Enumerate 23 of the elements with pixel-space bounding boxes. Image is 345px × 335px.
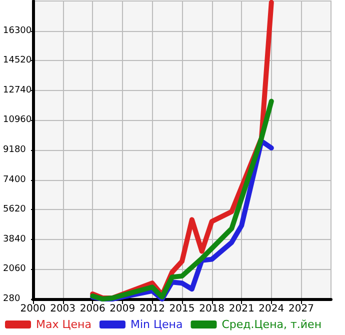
y-tick-label: 14520 bbox=[3, 56, 32, 66]
x-tick-label: 2009 bbox=[110, 304, 136, 314]
x-tick-label: 2021 bbox=[228, 304, 254, 314]
y-tick-label: 9180 bbox=[3, 145, 26, 155]
y-tick-label: 2060 bbox=[3, 264, 26, 274]
y-tick-label: 7400 bbox=[3, 174, 26, 185]
legend-label: Min Цена bbox=[130, 318, 183, 331]
x-tick-label: 2012 bbox=[139, 304, 165, 314]
y-tick-label: 3840 bbox=[3, 234, 26, 244]
y-tick-label: 280 bbox=[3, 294, 20, 304]
x-tick-label: 2018 bbox=[199, 304, 225, 314]
y-tick-label: 16300 bbox=[3, 26, 32, 36]
x-tick-label: 2003 bbox=[50, 304, 76, 314]
x-tick-label: 2024 bbox=[258, 304, 284, 314]
x-tick-label: 2006 bbox=[80, 304, 106, 314]
x-tick-label: 2000 bbox=[20, 304, 46, 314]
x-tick-label: 2015 bbox=[169, 304, 195, 314]
y-tick-label: 5620 bbox=[3, 204, 26, 215]
x-tick-label: 2027 bbox=[288, 304, 314, 314]
legend-label: Max Цена bbox=[36, 318, 92, 331]
legend-label: Сред.Цена, т.йен bbox=[222, 318, 322, 331]
y-tick-label: 12740 bbox=[3, 85, 32, 96]
y-tick-label: 10960 bbox=[3, 115, 32, 126]
